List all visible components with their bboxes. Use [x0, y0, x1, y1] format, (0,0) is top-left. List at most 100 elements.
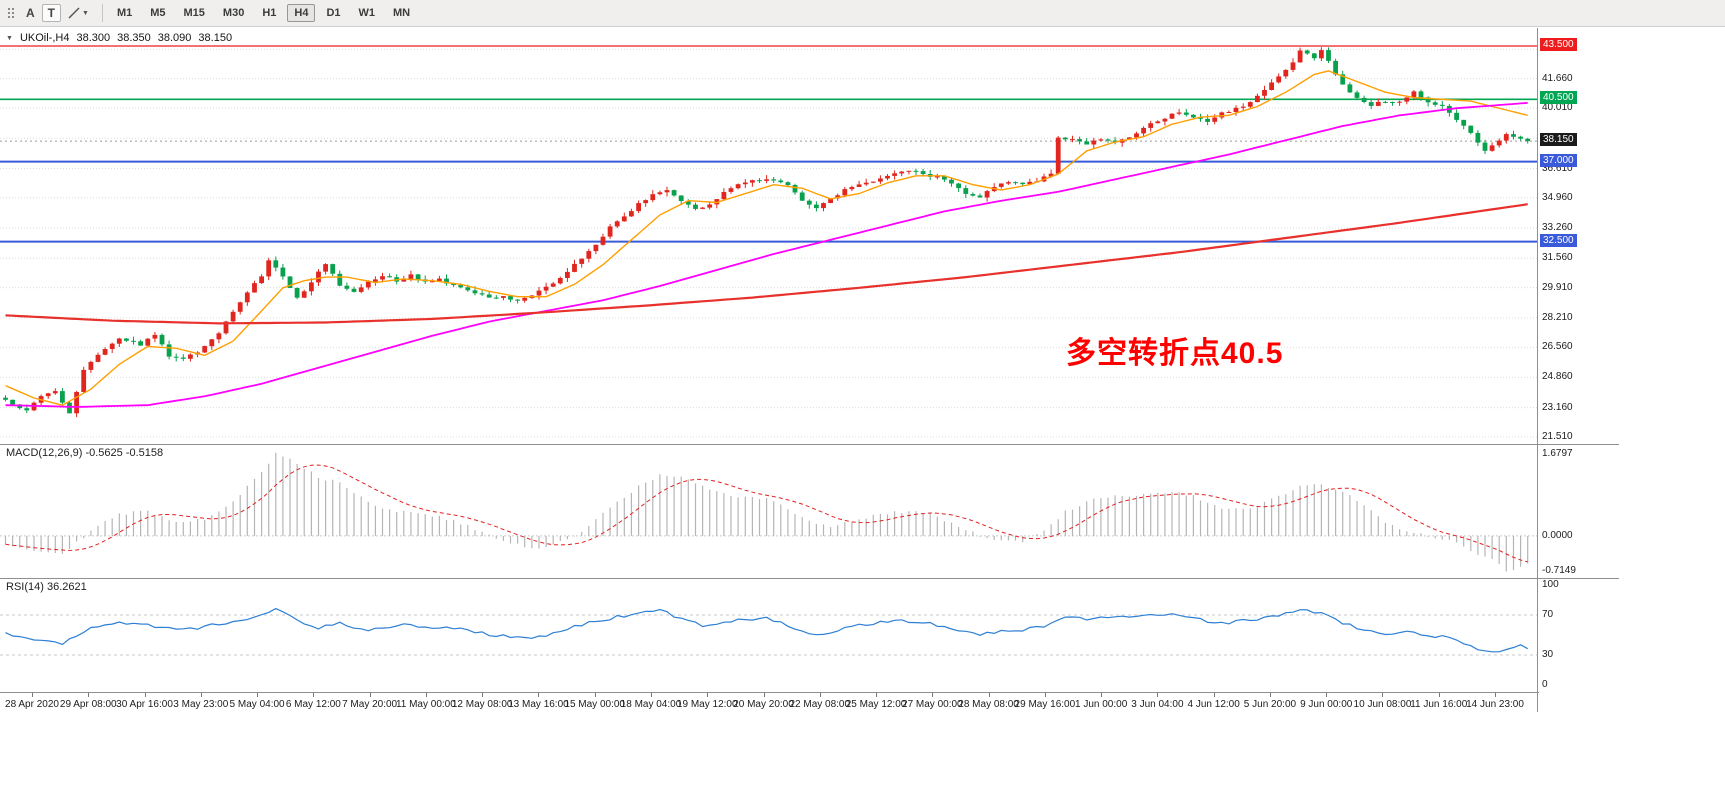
chevron-down-icon: ▼: [82, 9, 89, 17]
price-scale-label: 40.010: [1542, 102, 1573, 114]
time-axis-label: 14 Jun 23:00: [1466, 699, 1524, 710]
time-axis[interactable]: 28 Apr 2020 29 Apr 08:00 30 Apr 16:00 3 May…: [0, 692, 1619, 712]
ohlc-open: 38.300: [76, 32, 111, 44]
price-scale-label: 28.210: [1542, 311, 1573, 323]
price-scale-label: 26.560: [1542, 341, 1573, 353]
time-axis-label: 27 May 00:00: [902, 699, 963, 710]
time-axis-label: 15 May 00:00: [564, 699, 625, 710]
rsi-line: [5, 607, 1528, 653]
timeframe-button-w1[interactable]: W1: [358, 7, 376, 19]
time-axis-tick: [650, 693, 652, 697]
time-axis-tick: [369, 693, 371, 697]
time-axis-label: 9 Jun 00:00: [1300, 699, 1353, 710]
time-axis-tick: [876, 693, 878, 697]
macd-scale-label: -0.7149: [1542, 564, 1576, 576]
price-svg-host[interactable]: [0, 28, 1539, 444]
time-axis-tick: [932, 693, 934, 697]
macd-svg-host[interactable]: [0, 444, 1539, 578]
price-scale-label: 21.510: [1542, 430, 1573, 442]
ohlc-high: 38.350: [117, 32, 151, 44]
time-axis-label: 29 Apr 08:00: [59, 699, 117, 710]
rsi-scale-label: 0: [1542, 679, 1548, 690]
time-axis-label: 5 May 04:00: [229, 699, 285, 710]
time-axis-tick: [1101, 693, 1103, 697]
time-axis-label: 30 Apr 16:00: [116, 699, 173, 710]
time-axis-tick: [32, 693, 33, 697]
rsi-panel[interactable]: RSI(14) 36.2621: [0, 578, 1539, 692]
macd-histogram: [4, 452, 1529, 572]
time-axis-tick: [819, 693, 821, 697]
timeframe-button-mn[interactable]: MN: [393, 7, 411, 19]
time-axis-tick: [1382, 693, 1384, 697]
time-axis-label: 12 May 08:00: [451, 699, 513, 710]
panel-separator[interactable]: [0, 444, 1619, 445]
toolbar-separator: [101, 4, 103, 22]
price-badge-pivot-line: 40.500: [1540, 91, 1577, 105]
panel-separator[interactable]: [0, 578, 1619, 579]
price-scale-label: 29.910: [1542, 281, 1573, 293]
rsi-scale-label: 70: [1542, 609, 1554, 620]
price-scale-border: [1537, 28, 1538, 712]
time-axis-tick: [1157, 693, 1159, 697]
price-scale-label: 34.960: [1542, 191, 1573, 203]
macd-svg[interactable]: [0, 444, 1539, 578]
time-axis-label: 22 May 08:00: [789, 699, 851, 710]
time-axis-label: 13 May 16:00: [508, 699, 569, 710]
symbol-info: ▼ UKOil-,H4 38.300 38.350 38.090 38.150: [6, 32, 232, 44]
time-axis-label: 6 May 12:00: [285, 699, 341, 710]
time-axis-tick: [1213, 693, 1215, 697]
macd-signal-line: [5, 464, 1528, 563]
time-axis-label: 18 May 04:00: [620, 699, 682, 710]
timeframe-button-m15[interactable]: M15: [183, 7, 205, 19]
time-axis-tick: [200, 693, 202, 697]
text-tool-button[interactable]: T: [41, 4, 62, 22]
ma-line-fast: [5, 70, 1528, 406]
rsi-svg-host[interactable]: [0, 578, 1539, 692]
time-axis-tick: [538, 693, 540, 697]
symbol-name: UKOil-,H4: [19, 32, 70, 44]
one-click-trading-arrow-icon[interactable]: ▼: [6, 34, 13, 42]
draw-tool-button[interactable]: ▼: [63, 6, 94, 20]
ma-line-mid: [5, 102, 1528, 408]
cursor-tool-button[interactable]: A: [26, 6, 35, 20]
price-badge-support-line: 37.000: [1540, 153, 1577, 167]
time-axis-tick: [313, 693, 315, 697]
rsi-scale-label: 30: [1542, 649, 1554, 660]
timeframe-button-m5[interactable]: M5: [150, 7, 166, 19]
price-scale[interactable]: 41.660 40.010 36.610 34.960 33.260 31.560 29.9…: [1539, 28, 1619, 712]
time-axis-label: 28 May 08:00: [958, 699, 1019, 710]
timeframe-button-m30[interactable]: M30: [222, 7, 245, 19]
price-badge-current-price: 38.150: [1540, 133, 1577, 147]
chart-annotation: 多空转折点40.5: [1066, 337, 1284, 370]
time-axis-tick: [1044, 693, 1046, 697]
price-scale-label: 36.610: [1542, 162, 1573, 174]
time-axis-tick: [257, 693, 259, 697]
rsi-svg[interactable]: [0, 578, 1539, 692]
macd-label: MACD(12,26,9) -0.5625 -0.5158: [6, 447, 164, 459]
time-axis-label: 3 Jun 04:00: [1131, 699, 1184, 710]
time-axis-tick: [1269, 693, 1271, 697]
macd-panel[interactable]: MACD(12,26,9) -0.5625 -0.5158: [0, 444, 1539, 578]
toolbar-grip-icon[interactable]: [4, 8, 18, 18]
price-scale-label: 33.260: [1542, 222, 1573, 234]
ohlc-low: 38.090: [157, 32, 192, 44]
price-chart-panel[interactable]: ▼ UKOil-,H4 38.300 38.350 38.090 38.150 …: [0, 28, 1539, 444]
timeframe-group: M1 M5 M15 M30 H1 H4 D1 W1 MN: [110, 4, 417, 22]
time-axis-tick: [482, 693, 484, 697]
price-badge-support-line: 32.500: [1540, 233, 1577, 247]
time-axis-label: 7 May 20:00: [342, 699, 398, 710]
macd-scale-label: 1.6797: [1542, 447, 1573, 459]
time-axis-label: 25 May 12:00: [845, 699, 907, 710]
price-scale-label: 31.560: [1542, 252, 1573, 264]
timeframe-button-h4[interactable]: H4: [287, 4, 316, 22]
timeframe-button-d1[interactable]: D1: [326, 7, 341, 19]
price-chart-svg[interactable]: [0, 28, 1539, 444]
time-axis-label: 29 May 16:00: [1014, 699, 1076, 710]
timeframe-button-m1[interactable]: M1: [116, 7, 133, 19]
trendline-icon: [68, 7, 80, 19]
candles: [3, 47, 1531, 418]
price-scale-label: 23.160: [1542, 401, 1573, 413]
ma-line-slow: [5, 203, 1528, 325]
timeframe-button-h1[interactable]: H1: [262, 7, 277, 19]
time-axis-label: 4 Jun 12:00: [1187, 699, 1240, 710]
